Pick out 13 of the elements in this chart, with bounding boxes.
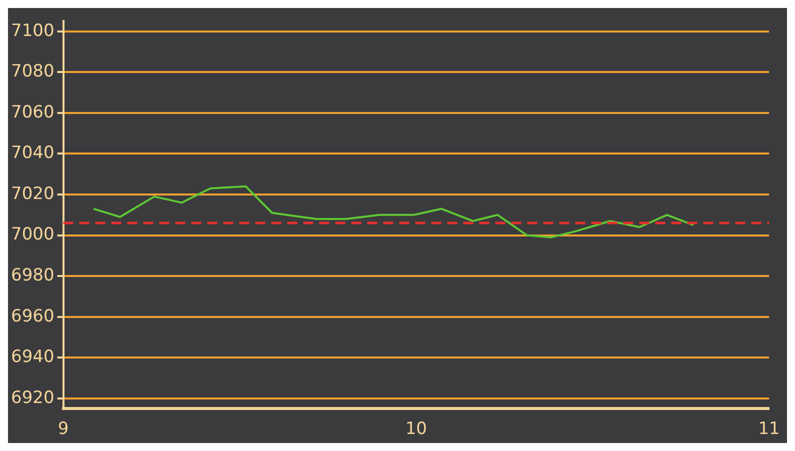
x-tick-label: 9 — [58, 419, 69, 440]
y-tick-label: 6920 — [11, 388, 54, 408]
y-tick-label: 6980 — [11, 265, 54, 286]
y-tick-label: 7060 — [11, 102, 54, 122]
y-tick-label: 7080 — [11, 62, 54, 82]
x-tick-label: 11 — [758, 419, 780, 440]
y-tick-label: 6940 — [11, 347, 54, 368]
y-tick-label: 7000 — [11, 224, 54, 245]
y-tick-label: 7020 — [11, 184, 54, 204]
y-tick-label: 7100 — [11, 20, 54, 41]
y-tick-label: 6960 — [11, 306, 54, 326]
y-tick-label: 7040 — [11, 143, 54, 164]
x-tick-label: 10 — [405, 419, 427, 440]
